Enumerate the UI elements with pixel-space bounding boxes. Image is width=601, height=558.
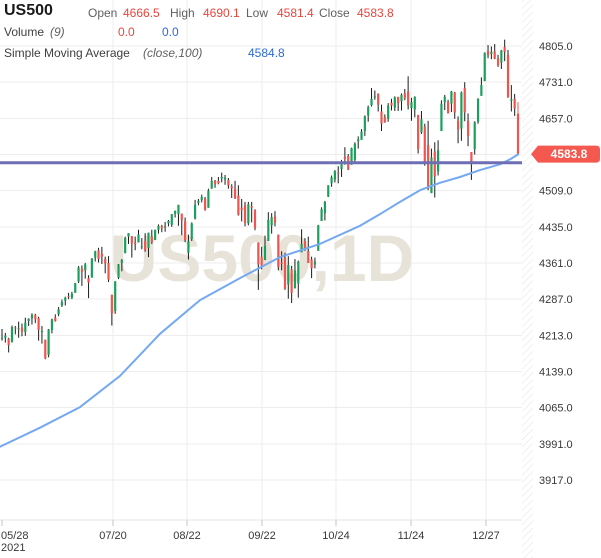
x-axis-label: 09/22 — [248, 530, 276, 542]
y-axis-label: 3991.0 — [539, 439, 573, 451]
sma-value: 4584.8 — [248, 46, 285, 60]
low-label: Low — [246, 6, 269, 20]
sma-line — [0, 153, 519, 448]
open-label: Open — [88, 6, 118, 20]
sma-indicator-param: (close,100) — [143, 46, 203, 60]
y-axis-label: 4435.0 — [539, 222, 573, 234]
y-axis-label: 4213.0 — [539, 330, 573, 342]
y-axis-label: 4139.0 — [539, 366, 573, 378]
x-axis-label: 07/20 — [99, 530, 127, 542]
volume-value-2: 0.0 — [162, 25, 179, 39]
y-axis-label: 3917.0 — [539, 475, 573, 487]
y-axis-label: 4657.0 — [539, 113, 573, 125]
volume-value-1: 0.0 — [118, 25, 135, 39]
close-value: 4583.8 — [357, 6, 394, 20]
y-axis-label: 4287.0 — [539, 294, 573, 306]
high-value: 4690.1 — [203, 6, 240, 20]
y-axis-label: 4361.0 — [539, 258, 573, 270]
y-axis[interactable]: 4805.0 4731.0 4657.0 4509.0 4435.0 4361.0 4287… — [533, 0, 601, 520]
volume-indicator-param: (9) — [50, 25, 65, 39]
last-price-badge: 4583.8 — [531, 145, 600, 163]
x-axis-label: 10/24 — [322, 530, 350, 542]
x-axis-label: 05/28 — [1, 530, 29, 542]
symbol-title: US500 — [4, 2, 53, 19]
candles — [0, 39, 520, 360]
axis-separator-hatch — [522, 0, 533, 558]
volume-indicator-label: Volume — [4, 25, 45, 39]
y-axis-label: 4509.0 — [539, 186, 573, 198]
legend: US500 Open 4666.5 High 4690.1 Low 4581.4… — [0, 0, 440, 64]
last-price-label: 4583.8 — [551, 147, 588, 161]
grid — [0, 0, 522, 521]
y-axis-label: 4065.0 — [539, 403, 573, 415]
x-axis-label: 11/24 — [398, 530, 425, 542]
x-axis-label: 12/27 — [472, 530, 500, 542]
sma-indicator-label: Simple Moving Average — [4, 46, 130, 60]
close-label: Close — [319, 6, 350, 20]
y-axis-label: 4805.0 — [539, 41, 573, 53]
x-axis-label: 08/22 — [173, 530, 201, 542]
low-value: 4581.4 — [277, 6, 314, 20]
x-axis-sublabel: 2021 — [1, 542, 25, 554]
open-value: 4666.5 — [123, 6, 160, 20]
y-axis-label: 4731.0 — [539, 77, 573, 89]
high-label: High — [170, 6, 195, 20]
